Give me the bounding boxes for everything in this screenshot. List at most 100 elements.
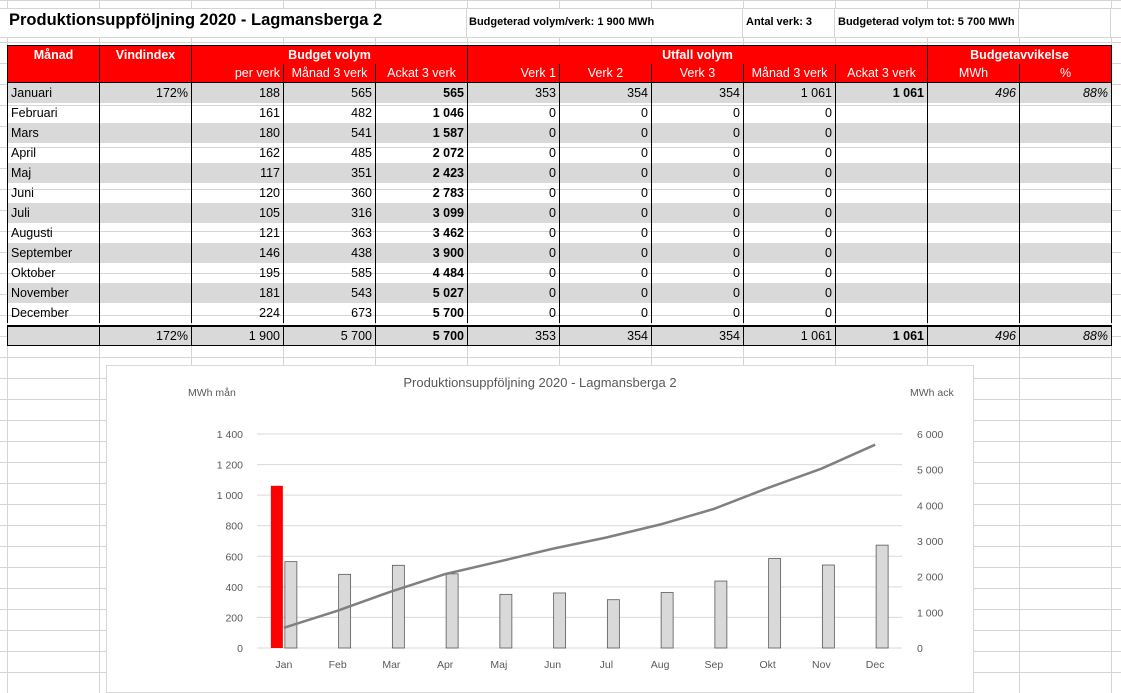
cell-vindindex[interactable] — [99, 303, 192, 323]
cell-mwh[interactable] — [927, 143, 1020, 163]
cell-vindindex[interactable] — [99, 263, 192, 283]
cell-ackat3-utfall[interactable]: 1 061 — [835, 82, 928, 103]
cell-vindindex[interactable] — [99, 123, 192, 143]
cell-per-verk[interactable]: 117 — [191, 163, 284, 183]
cell-manad3-utfall[interactable]: 0 — [743, 263, 836, 283]
cell-ackat3-budget[interactable]: 2 072 — [375, 143, 468, 163]
cell-manad3-budget[interactable]: 585 — [283, 263, 376, 283]
cell-verk2[interactable]: 0 — [559, 103, 652, 123]
cell-ackat3-budget[interactable]: 565 — [375, 82, 468, 103]
cell-manad3-utfall[interactable]: 0 — [743, 283, 836, 303]
cell-vindindex[interactable] — [99, 103, 192, 123]
cell-pct[interactable] — [1019, 143, 1112, 163]
cell-manad3-utfall[interactable]: 0 — [743, 103, 836, 123]
cell-verk2[interactable]: 0 — [559, 203, 652, 223]
cell-verk1[interactable]: 0 — [467, 303, 560, 323]
cell-per-verk[interactable]: 180 — [191, 123, 284, 143]
cell-vindindex[interactable] — [99, 183, 192, 203]
cell-manad3-budget[interactable]: 360 — [283, 183, 376, 203]
cell-ackat3-budget[interactable]: 3 900 — [375, 243, 468, 263]
cell-month[interactable]: November — [7, 283, 100, 303]
budget-tot-label[interactable]: Budgeterad volym tot: 5 700 MWh — [838, 16, 1015, 28]
col-header-manad[interactable]: Månad — [7, 45, 100, 64]
cell-per-verk[interactable]: 146 — [191, 243, 284, 263]
cell-verk3[interactable]: 0 — [651, 303, 744, 323]
cell-ackat3-utfall[interactable] — [835, 243, 928, 263]
cell-vindindex[interactable] — [99, 163, 192, 183]
cell-mwh[interactable] — [927, 123, 1020, 143]
col-sub-empty[interactable] — [99, 64, 192, 83]
cell-verk1[interactable]: 0 — [467, 103, 560, 123]
cell-ackat3-budget[interactable]: 5 027 — [375, 283, 468, 303]
cell-manad3-budget[interactable]: 485 — [283, 143, 376, 163]
cell-manad3-utfall[interactable]: 0 — [743, 223, 836, 243]
col-header-utfall[interactable]: Utfall volym — [467, 45, 928, 64]
cell-manad3-budget[interactable]: 482 — [283, 103, 376, 123]
cell-vindindex[interactable] — [99, 223, 192, 243]
cell-mwh[interactable] — [927, 183, 1020, 203]
cell-verk1[interactable]: 0 — [467, 123, 560, 143]
col-sub-manad3-utfall[interactable]: Månad 3 verk — [743, 64, 836, 83]
cell-pct[interactable] — [1019, 263, 1112, 283]
cell-ackat3-budget[interactable]: 5 700 — [375, 303, 468, 323]
production-chart[interactable]: Produktionsuppföljning 2020 - Lagmansber… — [106, 365, 974, 693]
cell-verk2[interactable]: 0 — [559, 223, 652, 243]
cell-verk2[interactable]: 0 — [559, 143, 652, 163]
cell-verk1[interactable]: 0 — [467, 183, 560, 203]
cell-per-verk[interactable]: 162 — [191, 143, 284, 163]
cell-per-verk[interactable]: 195 — [191, 263, 284, 283]
antal-verk-label[interactable]: Antal verk: 3 — [746, 16, 813, 28]
cell-per-verk[interactable]: 224 — [191, 303, 284, 323]
cell-ackat3-budget[interactable]: 4 484 — [375, 263, 468, 283]
cell-pct[interactable] — [1019, 123, 1112, 143]
total-cell-mwh[interactable]: 496 — [927, 325, 1020, 346]
budget-per-verk-label[interactable]: Budgeterad volym/verk: 1 900 MWh — [469, 16, 655, 28]
cell-ackat3-utfall[interactable] — [835, 203, 928, 223]
cell-verk1[interactable]: 0 — [467, 143, 560, 163]
col-header-vindindex[interactable]: Vindindex — [99, 45, 192, 64]
total-cell-pct[interactable]: 88% — [1019, 325, 1112, 346]
cell-verk1[interactable]: 0 — [467, 243, 560, 263]
cell-vindindex[interactable] — [99, 143, 192, 163]
cell-manad3-budget[interactable]: 363 — [283, 223, 376, 243]
cell-manad3-utfall[interactable]: 0 — [743, 303, 836, 323]
cell-mwh[interactable] — [927, 103, 1020, 123]
cell-verk3[interactable]: 0 — [651, 243, 744, 263]
cell-ackat3-budget[interactable]: 3 462 — [375, 223, 468, 243]
cell-verk1[interactable]: 0 — [467, 263, 560, 283]
total-cell-verk1[interactable]: 353 — [467, 325, 560, 346]
cell-month[interactable]: September — [7, 243, 100, 263]
col-sub-verk3[interactable]: Verk 3 — [651, 64, 744, 83]
cell-manad3-budget[interactable]: 543 — [283, 283, 376, 303]
cell-ackat3-utfall[interactable] — [835, 303, 928, 323]
cell-verk2[interactable]: 0 — [559, 283, 652, 303]
cell-verk2[interactable]: 0 — [559, 163, 652, 183]
total-cell-verk3[interactable]: 354 — [651, 325, 744, 346]
col-header-avvikelse[interactable]: Budgetavvikelse — [927, 45, 1112, 64]
cell-verk1[interactable]: 353 — [467, 82, 560, 103]
cell-month[interactable]: December — [7, 303, 100, 323]
cell-ackat3-budget[interactable]: 1 587 — [375, 123, 468, 143]
col-sub-pct[interactable]: % — [1019, 64, 1112, 83]
cell-verk1[interactable]: 0 — [467, 223, 560, 243]
cell-pct[interactable] — [1019, 163, 1112, 183]
cell-verk2[interactable]: 0 — [559, 123, 652, 143]
cell-month[interactable]: Augusti — [7, 223, 100, 243]
cell-ackat3-utfall[interactable] — [835, 263, 928, 283]
cell-vindindex[interactable]: 172% — [99, 82, 192, 103]
cell-manad3-budget[interactable]: 438 — [283, 243, 376, 263]
cell-manad3-budget[interactable]: 673 — [283, 303, 376, 323]
cell-ackat3-utfall[interactable] — [835, 183, 928, 203]
cell-manad3-utfall[interactable]: 0 — [743, 203, 836, 223]
cell-pct[interactable] — [1019, 183, 1112, 203]
cell-verk3[interactable]: 0 — [651, 263, 744, 283]
cell-ackat3-utfall[interactable] — [835, 223, 928, 243]
col-sub-manad3-budget[interactable]: Månad 3 verk — [283, 64, 376, 83]
cell-manad3-budget[interactable]: 565 — [283, 82, 376, 103]
cell-pct[interactable]: 88% — [1019, 82, 1112, 103]
cell-month[interactable]: Oktober — [7, 263, 100, 283]
cell-verk3[interactable]: 0 — [651, 123, 744, 143]
cell-per-verk[interactable]: 105 — [191, 203, 284, 223]
cell-manad3-utfall[interactable]: 0 — [743, 243, 836, 263]
total-cell-verk2[interactable]: 354 — [559, 325, 652, 346]
